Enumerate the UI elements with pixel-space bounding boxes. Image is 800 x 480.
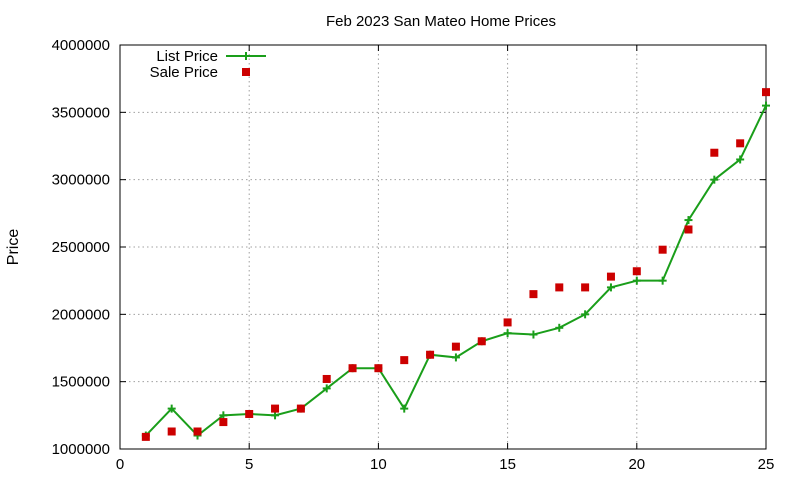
sale-price-point xyxy=(271,404,280,413)
sale-price-point xyxy=(296,404,305,413)
y-tick-label: 1500000 xyxy=(52,374,110,391)
y-tick-label: 1000000 xyxy=(52,441,110,458)
list-price-line xyxy=(145,105,767,437)
sale-price-point xyxy=(736,139,745,148)
sale-price-point xyxy=(245,409,254,418)
grid-lines xyxy=(120,45,766,449)
list-price-point xyxy=(322,384,331,393)
sale-price-point xyxy=(193,427,202,436)
legend-cross-swatch xyxy=(242,52,250,60)
axis-ticks: 0 5 10 15 20 25 1000000 1500000 2000000 2500000 30… xyxy=(52,37,775,473)
sale-price-point xyxy=(348,364,357,373)
sale-price-point xyxy=(167,427,176,436)
sale-price-point xyxy=(503,318,512,327)
list-price-point xyxy=(451,353,460,362)
x-tick-label: 0 xyxy=(116,456,124,473)
sale-price-point xyxy=(684,225,693,234)
sale-price-point xyxy=(762,88,770,97)
sale-price-point xyxy=(529,290,538,299)
sale-price-point xyxy=(710,148,719,157)
y-tick-label: 3500000 xyxy=(52,104,110,121)
series-sale-price xyxy=(141,88,770,441)
series-list-price xyxy=(141,101,770,440)
list-price-point xyxy=(684,216,693,225)
legend-label: List Price xyxy=(156,48,218,65)
sale-price-point xyxy=(426,350,435,359)
list-price-point xyxy=(555,323,564,332)
x-tick-label: 25 xyxy=(758,456,775,473)
sale-price-point xyxy=(477,337,486,346)
list-price-point xyxy=(529,330,538,339)
legend-label: Sale Price xyxy=(150,64,218,81)
y-tick-label: 4000000 xyxy=(52,37,110,54)
list-price-point xyxy=(219,411,228,420)
list-price-point xyxy=(400,404,409,413)
sale-price-point xyxy=(658,245,667,254)
x-tick-label: 15 xyxy=(499,456,516,473)
legend-square-swatch xyxy=(242,68,250,76)
list-price-point xyxy=(658,276,667,285)
list-price-point xyxy=(503,329,512,338)
sale-price-point xyxy=(400,356,409,365)
sale-price-point xyxy=(322,374,331,383)
sale-price-point xyxy=(451,342,460,351)
y-axis-label: Price xyxy=(5,229,22,266)
list-price-point xyxy=(710,175,719,184)
list-price-point xyxy=(762,101,770,110)
list-price-point xyxy=(736,155,745,164)
x-tick-label: 10 xyxy=(370,456,387,473)
list-price-point xyxy=(271,411,280,420)
chart-title: Feb 2023 San Mateo Home Prices xyxy=(326,13,556,30)
list-price-point xyxy=(606,283,615,292)
y-tick-label: 2500000 xyxy=(52,239,110,256)
sale-price-point xyxy=(581,283,590,292)
sale-price-point xyxy=(141,432,150,441)
y-tick-label: 3000000 xyxy=(52,172,110,189)
sale-price-point xyxy=(374,364,383,373)
series-layer xyxy=(141,88,770,441)
list-price-point xyxy=(167,404,176,413)
sale-price-point xyxy=(632,267,641,276)
y-tick-label: 2000000 xyxy=(52,306,110,323)
x-tick-label: 5 xyxy=(245,456,253,473)
x-tick-label: 20 xyxy=(628,456,645,473)
list-price-point xyxy=(632,276,641,285)
sale-price-point xyxy=(555,283,564,292)
sale-price-point xyxy=(606,272,615,281)
list-price-point xyxy=(581,310,590,319)
sale-price-point xyxy=(219,418,228,427)
